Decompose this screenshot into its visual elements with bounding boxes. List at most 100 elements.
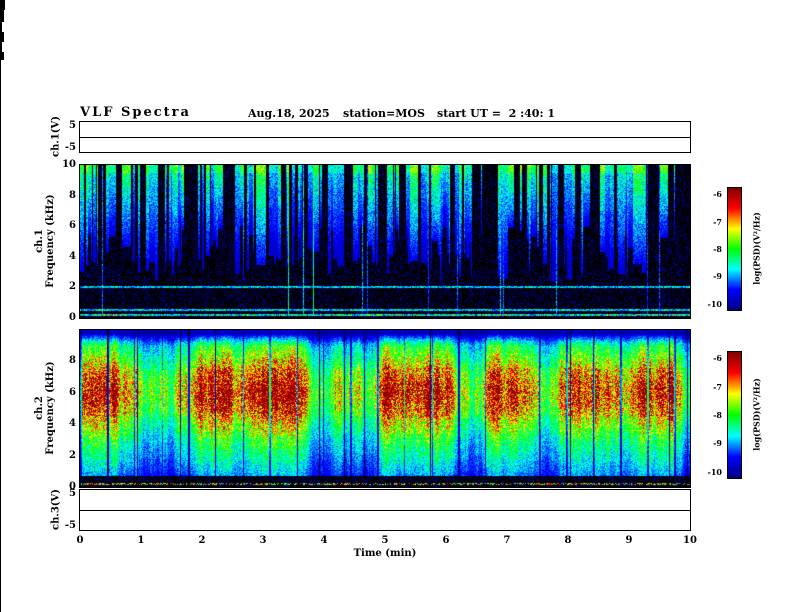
panel-edge-tick: [0, 192, 1, 194]
panel-edge-tick: [0, 230, 1, 232]
panel-edge-tick: [0, 608, 1, 610]
panel-edge-tick: [0, 442, 1, 444]
panel-edge-tick: [0, 602, 1, 604]
panel-edge-tick: [0, 598, 1, 600]
panel-edge-tick: [0, 356, 1, 360]
panel-edge-tick: [0, 174, 1, 176]
panel-edge-tick: [0, 148, 1, 150]
panel-edge-tick: [0, 162, 1, 164]
panel-edge-tick: [0, 450, 1, 452]
panel-edge-tick: [0, 274, 1, 276]
y-tick-mark: [0, 34, 4, 35]
panel-edge-tick: [0, 152, 1, 154]
panel-edge-tick: [0, 576, 1, 578]
y-tick-label: 10: [62, 159, 76, 170]
panel-edge-tick: [0, 440, 1, 442]
panel-edge-tick: [0, 94, 1, 96]
panel-edge-tick: [0, 228, 1, 230]
y-tick-label: 4: [69, 251, 76, 262]
y-tick-mark: [0, 13, 4, 14]
x-tick-label: 8: [564, 535, 572, 546]
panel-edge-tick: [0, 332, 1, 336]
panel-edge-tick: [0, 336, 1, 338]
colorbar-ch2-label: log(PSD)(V²/Hz): [752, 350, 762, 480]
panel-edge-tick: [0, 116, 1, 118]
panel-edge-tick: [0, 80, 1, 82]
y-tick-mark: [0, 37, 4, 38]
ch2-label-line1: ch.2: [34, 396, 45, 420]
colorbar-tick-label: -8: [713, 244, 722, 254]
panel-edge-tick: [0, 432, 1, 436]
panel-edge-tick: [0, 84, 1, 88]
y-tick-mark: [0, 36, 4, 37]
panel-edge-tick: [0, 438, 1, 440]
panel-edge-tick: [0, 296, 1, 298]
ch3-voltage-axis-text: ch.3(V): [50, 488, 62, 531]
panel-edge-tick: [0, 468, 1, 472]
panel-edge-tick: [0, 224, 1, 226]
panel-edge-tick: [0, 452, 1, 454]
panel-edge-tick: [0, 150, 1, 152]
panel-edge-tick: [0, 302, 1, 304]
ch3-voltage-trace: [80, 510, 690, 511]
panel-edge-tick: [0, 114, 1, 116]
y-tick-label: 6: [69, 387, 76, 398]
colorbar-tick-mark: [0, 1, 5, 2]
panel-edge-tick: [0, 196, 1, 200]
panel-edge-tick: [0, 212, 1, 214]
panel-edge-tick: [0, 208, 1, 212]
y-tick-mark: [0, 27, 2, 28]
panel-edge-tick: [0, 266, 1, 268]
panel-edge-tick: [0, 292, 1, 296]
y-tick-mark: [0, 19, 4, 20]
ch1-spectrogram-canvas: [79, 164, 691, 319]
time-axis-label: Time (min): [353, 548, 417, 559]
y-tick-mark: [0, 55, 4, 56]
y-tick-mark: [0, 18, 4, 19]
panel-edge-tick: [0, 320, 1, 324]
panel-edge-tick: [0, 454, 1, 456]
panel-edge-tick: [0, 474, 1, 476]
panel-edge-tick: [0, 410, 1, 412]
panel-edge-tick: [0, 496, 1, 498]
colorbar-tick-mark: [0, 9, 5, 10]
panel-edge-tick: [0, 436, 1, 438]
panel-edge-tick: [0, 144, 1, 148]
panel-edge-tick: [0, 514, 1, 516]
y-tick-mark: [0, 58, 4, 59]
ch1-frequency-axis-label: ch.1 Frequency (kHz): [34, 176, 56, 306]
y-tick-mark: [0, 52, 4, 53]
panel-edge-tick: [0, 416, 1, 420]
y-tick-mark: [0, 15, 4, 16]
y-tick-mark: [0, 33, 4, 34]
panel-edge-tick: [0, 392, 1, 396]
panel-edge-tick: [0, 400, 1, 402]
panel-edge-tick: [0, 556, 1, 560]
x-tick-label: 7: [503, 535, 511, 546]
panel-edge-tick: [0, 154, 1, 156]
panel-edge-tick: [0, 502, 1, 504]
panel-edge-tick: [0, 314, 1, 316]
panel-edge-tick: [0, 588, 1, 590]
panel-edge-tick: [0, 562, 1, 564]
panel-edge-tick: [0, 366, 1, 368]
panel-edge-tick: [0, 156, 1, 160]
panel-edge-tick: [0, 504, 1, 508]
y-tick-mark: [0, 47, 2, 48]
panel-edge-tick: [0, 178, 1, 180]
ch1-label-line2: Frequency (kHz): [45, 194, 56, 288]
panel-edge-tick: [0, 112, 1, 114]
x-tick-label: 1: [137, 535, 145, 546]
y-tick-label: 4: [69, 418, 76, 429]
panel-edge-tick: [0, 412, 1, 414]
panel-edge-tick: [0, 304, 1, 308]
panel-edge-tick: [0, 422, 1, 424]
y-tick-label: 8: [69, 355, 76, 366]
x-tick-label: 3: [259, 535, 267, 546]
y-tick-mark: [0, 41, 4, 42]
panel-edge-tick: [0, 522, 1, 524]
panel-edge-tick: [0, 604, 1, 608]
panel-edge-tick: [0, 264, 1, 266]
panel-edge-tick: [0, 388, 1, 390]
